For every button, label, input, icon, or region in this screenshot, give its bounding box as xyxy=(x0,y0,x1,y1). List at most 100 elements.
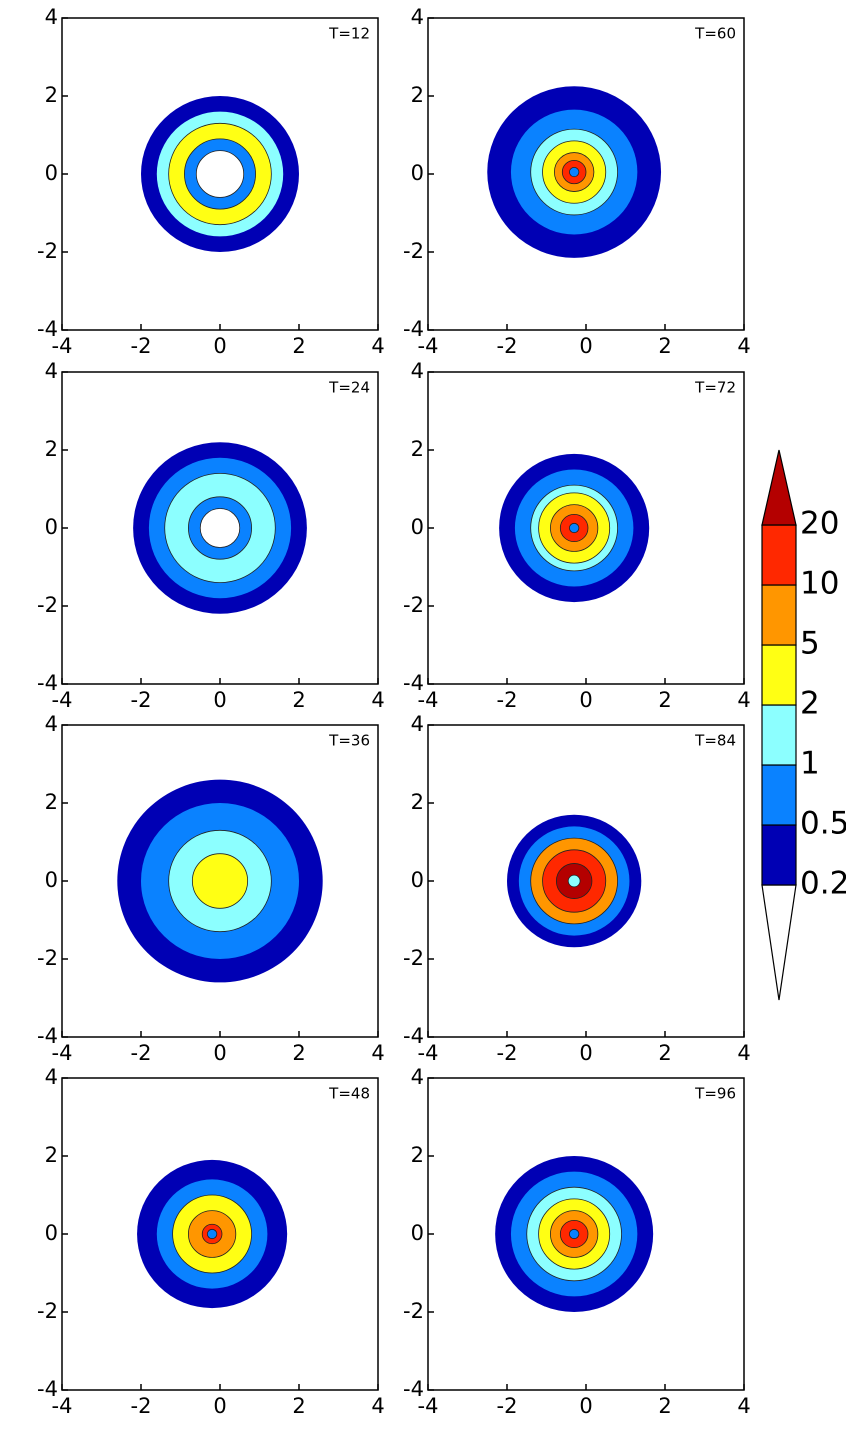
field xyxy=(487,86,662,258)
x-tick-label: 2 xyxy=(292,688,305,712)
y-tick-label: 4 xyxy=(45,712,58,736)
y-tick-label: -4 xyxy=(37,671,58,695)
colorbar-segment xyxy=(761,644,797,706)
x-tick-label: -4 xyxy=(418,1041,439,1065)
y-tick-label: 0 xyxy=(411,515,424,539)
x-tick-label: 0 xyxy=(213,1394,226,1418)
x-tick-label: 0 xyxy=(213,1041,226,1065)
x-tick-label: -2 xyxy=(131,334,152,358)
x-tick-label: 4 xyxy=(737,334,750,358)
y-tick-label: 2 xyxy=(45,790,58,814)
colorbar-label: 2 xyxy=(800,686,820,722)
field xyxy=(495,1156,654,1312)
y-tick-label: 4 xyxy=(45,359,58,383)
contour-ring xyxy=(191,853,249,909)
panel-title: T=12 xyxy=(328,25,370,43)
y-tick-label: -2 xyxy=(403,593,424,617)
x-tick-label: 2 xyxy=(658,688,671,712)
x-tick-label: -2 xyxy=(497,688,518,712)
x-tick-label: -4 xyxy=(52,1041,73,1065)
y-tick-label: 2 xyxy=(411,790,424,814)
y-tick-label: 0 xyxy=(411,868,424,892)
x-tick-label: 2 xyxy=(292,1394,305,1418)
y-tick-label: -4 xyxy=(403,1024,424,1048)
field xyxy=(141,96,299,252)
x-tick-label: -2 xyxy=(497,1394,518,1418)
y-tick-label: 0 xyxy=(411,1221,424,1245)
y-tick-label: -2 xyxy=(403,946,424,970)
x-tick-label: 2 xyxy=(292,1041,305,1065)
contour-ring xyxy=(569,166,580,178)
x-tick-label: 0 xyxy=(579,334,592,358)
y-tick-label: 0 xyxy=(45,1221,58,1245)
y-tick-label: -2 xyxy=(37,946,58,970)
y-tick-label: -4 xyxy=(403,671,424,695)
field xyxy=(117,779,323,983)
colorbar-extend-low xyxy=(761,884,797,1001)
y-tick-label: 4 xyxy=(411,712,424,736)
x-tick-label: 0 xyxy=(213,688,226,712)
y-tick-label: -4 xyxy=(403,317,424,341)
panel-title: T=60 xyxy=(694,25,736,43)
x-tick-label: -4 xyxy=(52,334,73,358)
x-tick-label: 4 xyxy=(737,1394,750,1418)
y-tick-label: 0 xyxy=(45,515,58,539)
panel: -4 -2 0 2 4 -4 -2 0 2 4 T=60 xyxy=(403,5,751,358)
colorbar-label: 20 xyxy=(800,506,839,542)
panel: -4 -2 0 2 4 -4 -2 0 2 4 T=12 xyxy=(37,5,385,358)
panel-title: T=84 xyxy=(694,732,736,750)
contour-ring xyxy=(199,508,241,548)
x-tick-label: -4 xyxy=(52,1394,73,1418)
contour-ring xyxy=(569,1228,580,1240)
colorbar-label: 0.2 xyxy=(800,866,846,902)
y-tick-label: -4 xyxy=(403,1377,424,1401)
contour-ring xyxy=(195,150,245,198)
colorbar-extend-high xyxy=(761,449,797,526)
panel-title: T=48 xyxy=(328,1085,370,1103)
panel: -4 -2 0 2 4 -4 -2 0 2 4 T=36 xyxy=(37,712,385,1065)
y-tick-label: 0 xyxy=(411,161,424,185)
y-tick-label: 2 xyxy=(45,1143,58,1167)
y-tick-label: -2 xyxy=(37,1299,58,1323)
colorbar: 0.2 0.5 1 2 5 10 20 xyxy=(761,449,846,1001)
x-tick-label: 0 xyxy=(579,1394,592,1418)
x-tick-label: -4 xyxy=(418,334,439,358)
panel-title: T=72 xyxy=(694,379,736,397)
x-tick-label: 4 xyxy=(737,688,750,712)
x-tick-label: -4 xyxy=(418,688,439,712)
y-tick-label: 2 xyxy=(411,1143,424,1167)
x-tick-label: 4 xyxy=(371,334,384,358)
y-tick-label: 2 xyxy=(411,83,424,107)
y-tick-label: 0 xyxy=(45,161,58,185)
x-tick-label: -2 xyxy=(131,1394,152,1418)
colorbar-segment xyxy=(761,704,797,766)
y-tick-label: 4 xyxy=(411,1065,424,1089)
panel-title: T=36 xyxy=(328,732,370,750)
colorbar-segment xyxy=(761,824,797,886)
field xyxy=(137,1159,288,1309)
panel-title: T=24 xyxy=(328,379,370,397)
panel-title: T=96 xyxy=(694,1085,736,1103)
x-tick-label: 2 xyxy=(658,1041,671,1065)
y-tick-label: -4 xyxy=(37,317,58,341)
x-tick-label: 4 xyxy=(737,1041,750,1065)
field xyxy=(499,453,650,603)
panel: -4 -2 0 2 4 -4 -2 0 2 4 T=84 xyxy=(403,712,751,1065)
y-tick-label: 4 xyxy=(411,359,424,383)
y-tick-label: -2 xyxy=(403,239,424,263)
panel: -4 -2 0 2 4 -4 -2 0 2 4 T=24 xyxy=(37,359,385,712)
x-tick-label: 4 xyxy=(371,1041,384,1065)
x-tick-label: 2 xyxy=(658,1394,671,1418)
y-tick-label: -2 xyxy=(403,1299,424,1323)
y-tick-label: -4 xyxy=(37,1024,58,1048)
x-tick-label: -2 xyxy=(131,1041,152,1065)
panel: -4 -2 0 2 4 -4 -2 0 2 4 T=96 xyxy=(403,1065,751,1418)
y-tick-label: -4 xyxy=(37,1377,58,1401)
y-tick-label: 2 xyxy=(45,83,58,107)
y-tick-label: 4 xyxy=(45,1065,58,1089)
x-tick-label: -2 xyxy=(497,334,518,358)
x-tick-label: -4 xyxy=(418,1394,439,1418)
x-tick-label: 2 xyxy=(658,334,671,358)
